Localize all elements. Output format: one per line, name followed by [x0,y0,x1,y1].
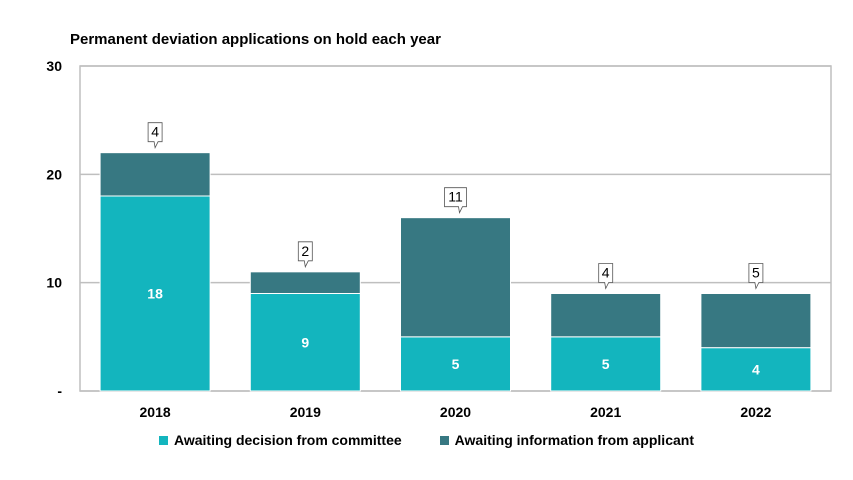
data-label-series-0: 4 [752,361,760,377]
legend: Awaiting decision from committee Awaitin… [0,432,853,448]
data-label-callout-box [598,263,614,290]
legend-item-series-1: Awaiting information from applicant [439,432,694,448]
bar-2018-series-1 [99,152,211,197]
bar-2019-series-1 [249,271,361,295]
data-label-series-1: 5 [752,265,760,281]
data-label-series-0: 5 [602,356,610,372]
bar-2020-series-1 [400,217,511,338]
data-label-series-1: 11 [448,189,463,205]
data-label-callout-box [297,241,313,269]
data-label-series-1: 4 [151,124,159,140]
data-label-series-0: 18 [147,286,163,302]
y-tick-label: 10 [46,275,62,291]
bar-2022-series-1 [700,293,812,349]
data-label-callout-box [748,263,764,290]
y-tick-label: 20 [46,166,62,182]
y-tick-label: 30 [46,58,62,74]
y-tick-label: - [57,383,62,399]
bar-2019-series-0 [249,293,361,392]
data-label-series-0: 5 [452,356,460,372]
bar-2021-series-1 [550,293,662,338]
bar-2021-series-0 [550,336,662,392]
data-label-callout-box [444,187,467,214]
legend-item-series-0: Awaiting decision from committee [159,432,402,448]
x-tick-label: 2018 [140,404,171,420]
x-tick-label: 2019 [290,404,321,420]
data-label-series-1: 2 [301,243,309,259]
legend-swatch-series-0 [159,435,168,445]
data-label-callout-box [147,122,163,149]
bar-2020-series-0 [400,336,511,392]
bar-2018-series-0 [99,195,211,392]
x-tick-label: 2020 [440,404,471,420]
legend-label-series-1: Awaiting information from applicant [454,432,694,448]
x-tick-label: 2021 [590,404,621,420]
legend-label-series-0: Awaiting decision from committee [174,432,402,448]
data-label-series-1: 4 [602,265,610,281]
data-label-series-0: 9 [301,334,309,350]
legend-swatch-series-1 [439,435,449,445]
chart-title: Permanent deviation applications on hold… [70,31,441,48]
x-tick-label: 2022 [740,404,771,420]
